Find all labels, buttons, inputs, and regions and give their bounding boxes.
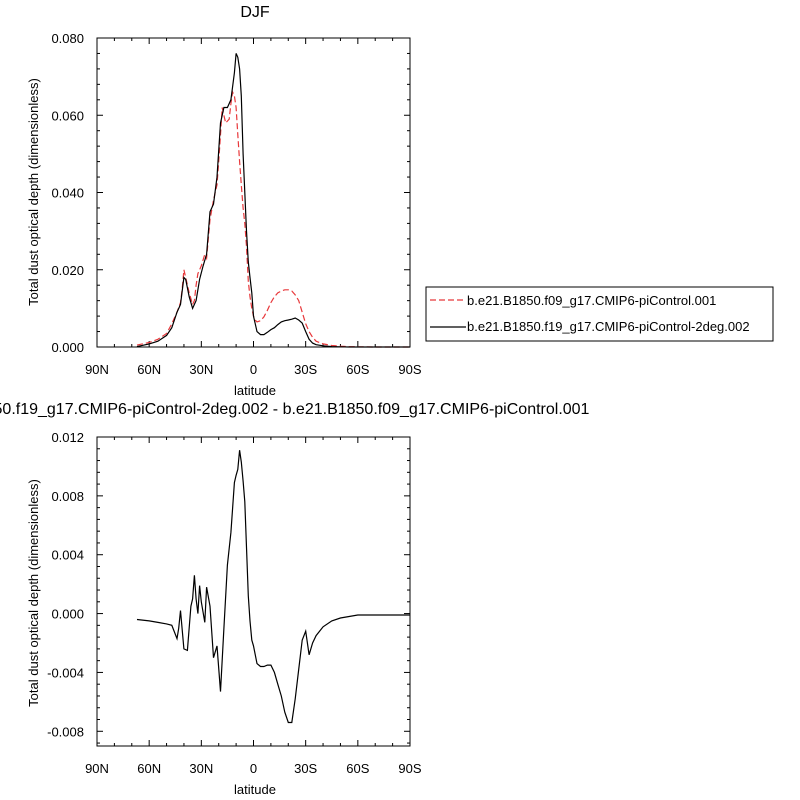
legend-box [425,286,774,342]
top-panel-xlabel: latitude [234,383,276,398]
x-tick-label: 0 [250,362,257,377]
bottom-panel: b.e21.B1850.f19_g17.CMIP6-piControl-2deg… [0,401,590,797]
series-line-0 [136,90,410,348]
top-panel-title: DJF [240,4,270,21]
top-panel-frame [96,37,411,348]
y-tick-label: 0.080 [51,31,84,46]
y-tick-label: 0.000 [51,607,84,622]
x-tick-label: 60N [137,761,161,776]
bottom-panel-series [136,450,410,724]
x-tick-label: 90S [398,761,421,776]
top-panel-series [136,53,410,348]
bottom-panel-title: b.e21.B1850.f19_g17.CMIP6-piControl-2deg… [0,401,590,418]
x-tick-label: 30S [294,761,317,776]
y-tick-label: -0.004 [47,665,84,680]
x-tick-label: 60S [346,362,369,377]
x-tick-label: 30S [294,362,317,377]
bottom-panel-frame [96,436,411,747]
legend-label-0: b.e21.B1850.f09_g17.CMIP6-piControl.001 [467,293,716,308]
y-tick-label: 0.008 [51,489,84,504]
legend: b.e21.B1850.f09_g17.CMIP6-piControl.001 … [425,286,774,342]
bottom-panel-ticks: 90N 60N 30N 0 30S 60S 90S -0.008 -0.004 0.000 0.00… [47,430,422,776]
top-panel-ticks: 90N 60N 30N 0 30S 60S 90S 0.000 0.020 0.040 0.060 0… [51,31,421,377]
bottom-panel-xlabel: latitude [234,782,276,797]
y-tick-label: 0.000 [51,340,84,355]
x-tick-label: 30N [189,362,213,377]
x-tick-label: 60S [346,761,369,776]
y-tick-label: 0.012 [51,430,84,445]
x-tick-label: 90N [85,761,109,776]
x-tick-label: 30N [189,761,213,776]
bottom-panel-ylabel: Total dust optical depth (dimensionless) [26,479,41,707]
y-tick-label: -0.008 [47,724,84,739]
series-line-1 [136,53,410,348]
y-tick-label: 0.060 [51,108,84,123]
top-panel: DJF 90N 60N 30N 0 30S 60S 90S 0.000 0.020 0.040 0.… [26,4,774,398]
x-tick-label: 90S [398,362,421,377]
legend-label-1: b.e21.B1850.f19_g17.CMIP6-piControl-2deg… [467,319,750,334]
y-tick-label: 0.040 [51,186,84,201]
x-tick-label: 0 [250,761,257,776]
x-tick-label: 90N [85,362,109,377]
series-line-0 [136,450,410,724]
top-panel-ylabel: Total dust optical depth (dimensionless) [26,78,41,306]
y-tick-label: 0.004 [51,548,84,563]
x-tick-label: 60N [137,362,161,377]
y-tick-label: 0.020 [51,263,84,278]
